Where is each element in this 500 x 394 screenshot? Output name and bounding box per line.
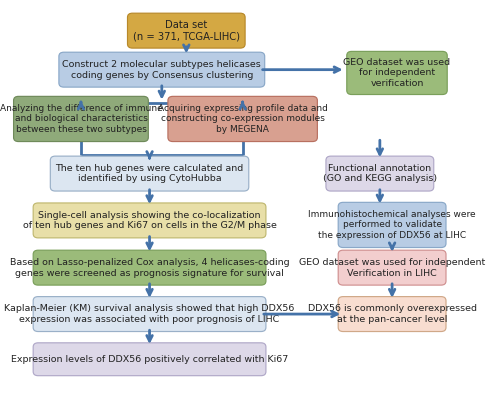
FancyBboxPatch shape [128, 13, 245, 48]
FancyBboxPatch shape [168, 97, 318, 141]
FancyBboxPatch shape [50, 156, 249, 191]
FancyBboxPatch shape [59, 52, 264, 87]
Text: Construct 2 molecular subtypes helicases
coding genes by Consensus clustering: Construct 2 molecular subtypes helicases… [62, 60, 261, 80]
Text: Functional annotation
(GO and KEGG analysis): Functional annotation (GO and KEGG analy… [323, 164, 437, 184]
Text: Data set
(n = 371, TCGA-LIHC): Data set (n = 371, TCGA-LIHC) [133, 20, 240, 42]
FancyBboxPatch shape [33, 297, 266, 331]
Text: Kaplan-Meier (KM) survival analysis showed that high DDX56
expression was associ: Kaplan-Meier (KM) survival analysis show… [4, 304, 294, 324]
FancyBboxPatch shape [33, 203, 266, 238]
FancyBboxPatch shape [338, 250, 446, 285]
FancyBboxPatch shape [33, 343, 266, 376]
Text: Immunohistochemical analyses were
performed to validate
the expression of DDX56 : Immunohistochemical analyses were perfor… [308, 210, 476, 240]
Text: Based on Lasso-penalized Cox analysis, 4 helicases-coding
genes were screened as: Based on Lasso-penalized Cox analysis, 4… [10, 258, 289, 277]
FancyBboxPatch shape [347, 51, 447, 95]
Text: GEO dataset was used
for independent
verification: GEO dataset was used for independent ver… [344, 58, 450, 88]
Text: Analyzing the difference of immune
and biological characteristics
between these : Analyzing the difference of immune and b… [0, 104, 162, 134]
FancyBboxPatch shape [338, 203, 446, 247]
Text: GEO dataset was used for independent
Verification in LIHC: GEO dataset was used for independent Ver… [299, 258, 485, 277]
FancyBboxPatch shape [338, 297, 446, 331]
Text: DDX56 is commonly overexpressed
at the pan-cancer level: DDX56 is commonly overexpressed at the p… [308, 304, 476, 324]
Text: Expression levels of DDX56 positively correlated with Ki67: Expression levels of DDX56 positively co… [11, 355, 288, 364]
Text: The ten hub genes were calculated and
identified by using CytoHubba: The ten hub genes were calculated and id… [56, 164, 244, 184]
FancyBboxPatch shape [14, 97, 148, 141]
FancyBboxPatch shape [33, 250, 266, 285]
Text: Acquiring expressing profile data and
constructing co-expression modules
by MEGE: Acquiring expressing profile data and co… [158, 104, 328, 134]
FancyBboxPatch shape [326, 156, 434, 191]
Text: Single-cell analysis showing the co-localization
of ten hub genes and Ki67 on ce: Single-cell analysis showing the co-loca… [22, 210, 276, 230]
